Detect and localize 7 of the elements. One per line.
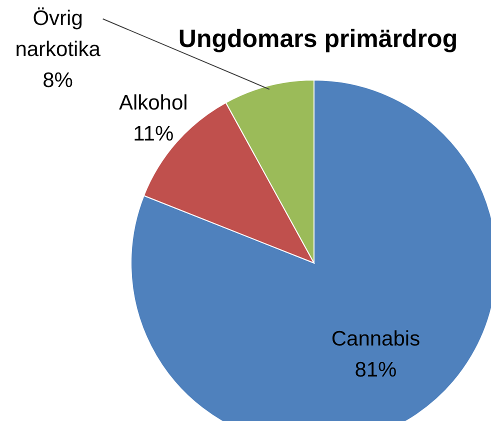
data-label: 11% [133,122,174,146]
data-label: 81% [354,358,397,382]
text: Ungdomars primärdrog [178,25,458,53]
slice-label: Övrig narkotika [15,6,101,61]
slice-label: Cannabis [331,327,420,350]
data-label: 8% [42,68,73,92]
slice-label: Alkohol [118,91,188,114]
